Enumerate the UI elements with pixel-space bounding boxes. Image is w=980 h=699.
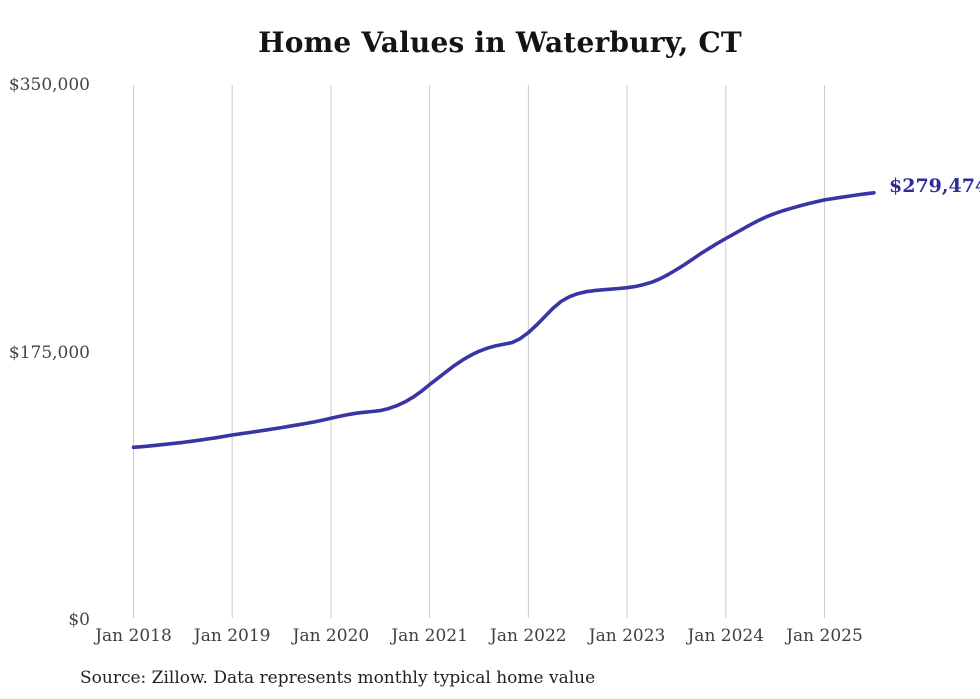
x-tick-label: Jan 2023 (588, 626, 666, 646)
x-tick-label: Jan 2025 (786, 626, 863, 646)
y-tick-label: $175,000 (8, 342, 90, 363)
x-tick-label: Jan 2018 (95, 626, 172, 646)
x-tick-label: Jan 2020 (292, 626, 370, 646)
latest-value-label: $279,474 (889, 175, 980, 197)
x-tick-label: Jan 2022 (490, 626, 567, 646)
source-note: Source: Zillow. Data represents monthly … (80, 668, 596, 688)
y-tick-label: $350,000 (8, 75, 90, 95)
home-value-line (131, 191, 876, 450)
y-tick-label: $0 (68, 610, 90, 630)
chart-title: Home Values in Waterbury, CT (258, 26, 742, 59)
x-tick-label: Jan 2021 (391, 626, 468, 646)
x-tick-label: Jan 2024 (687, 626, 765, 646)
x-tick-label: Jan 2019 (193, 626, 271, 646)
